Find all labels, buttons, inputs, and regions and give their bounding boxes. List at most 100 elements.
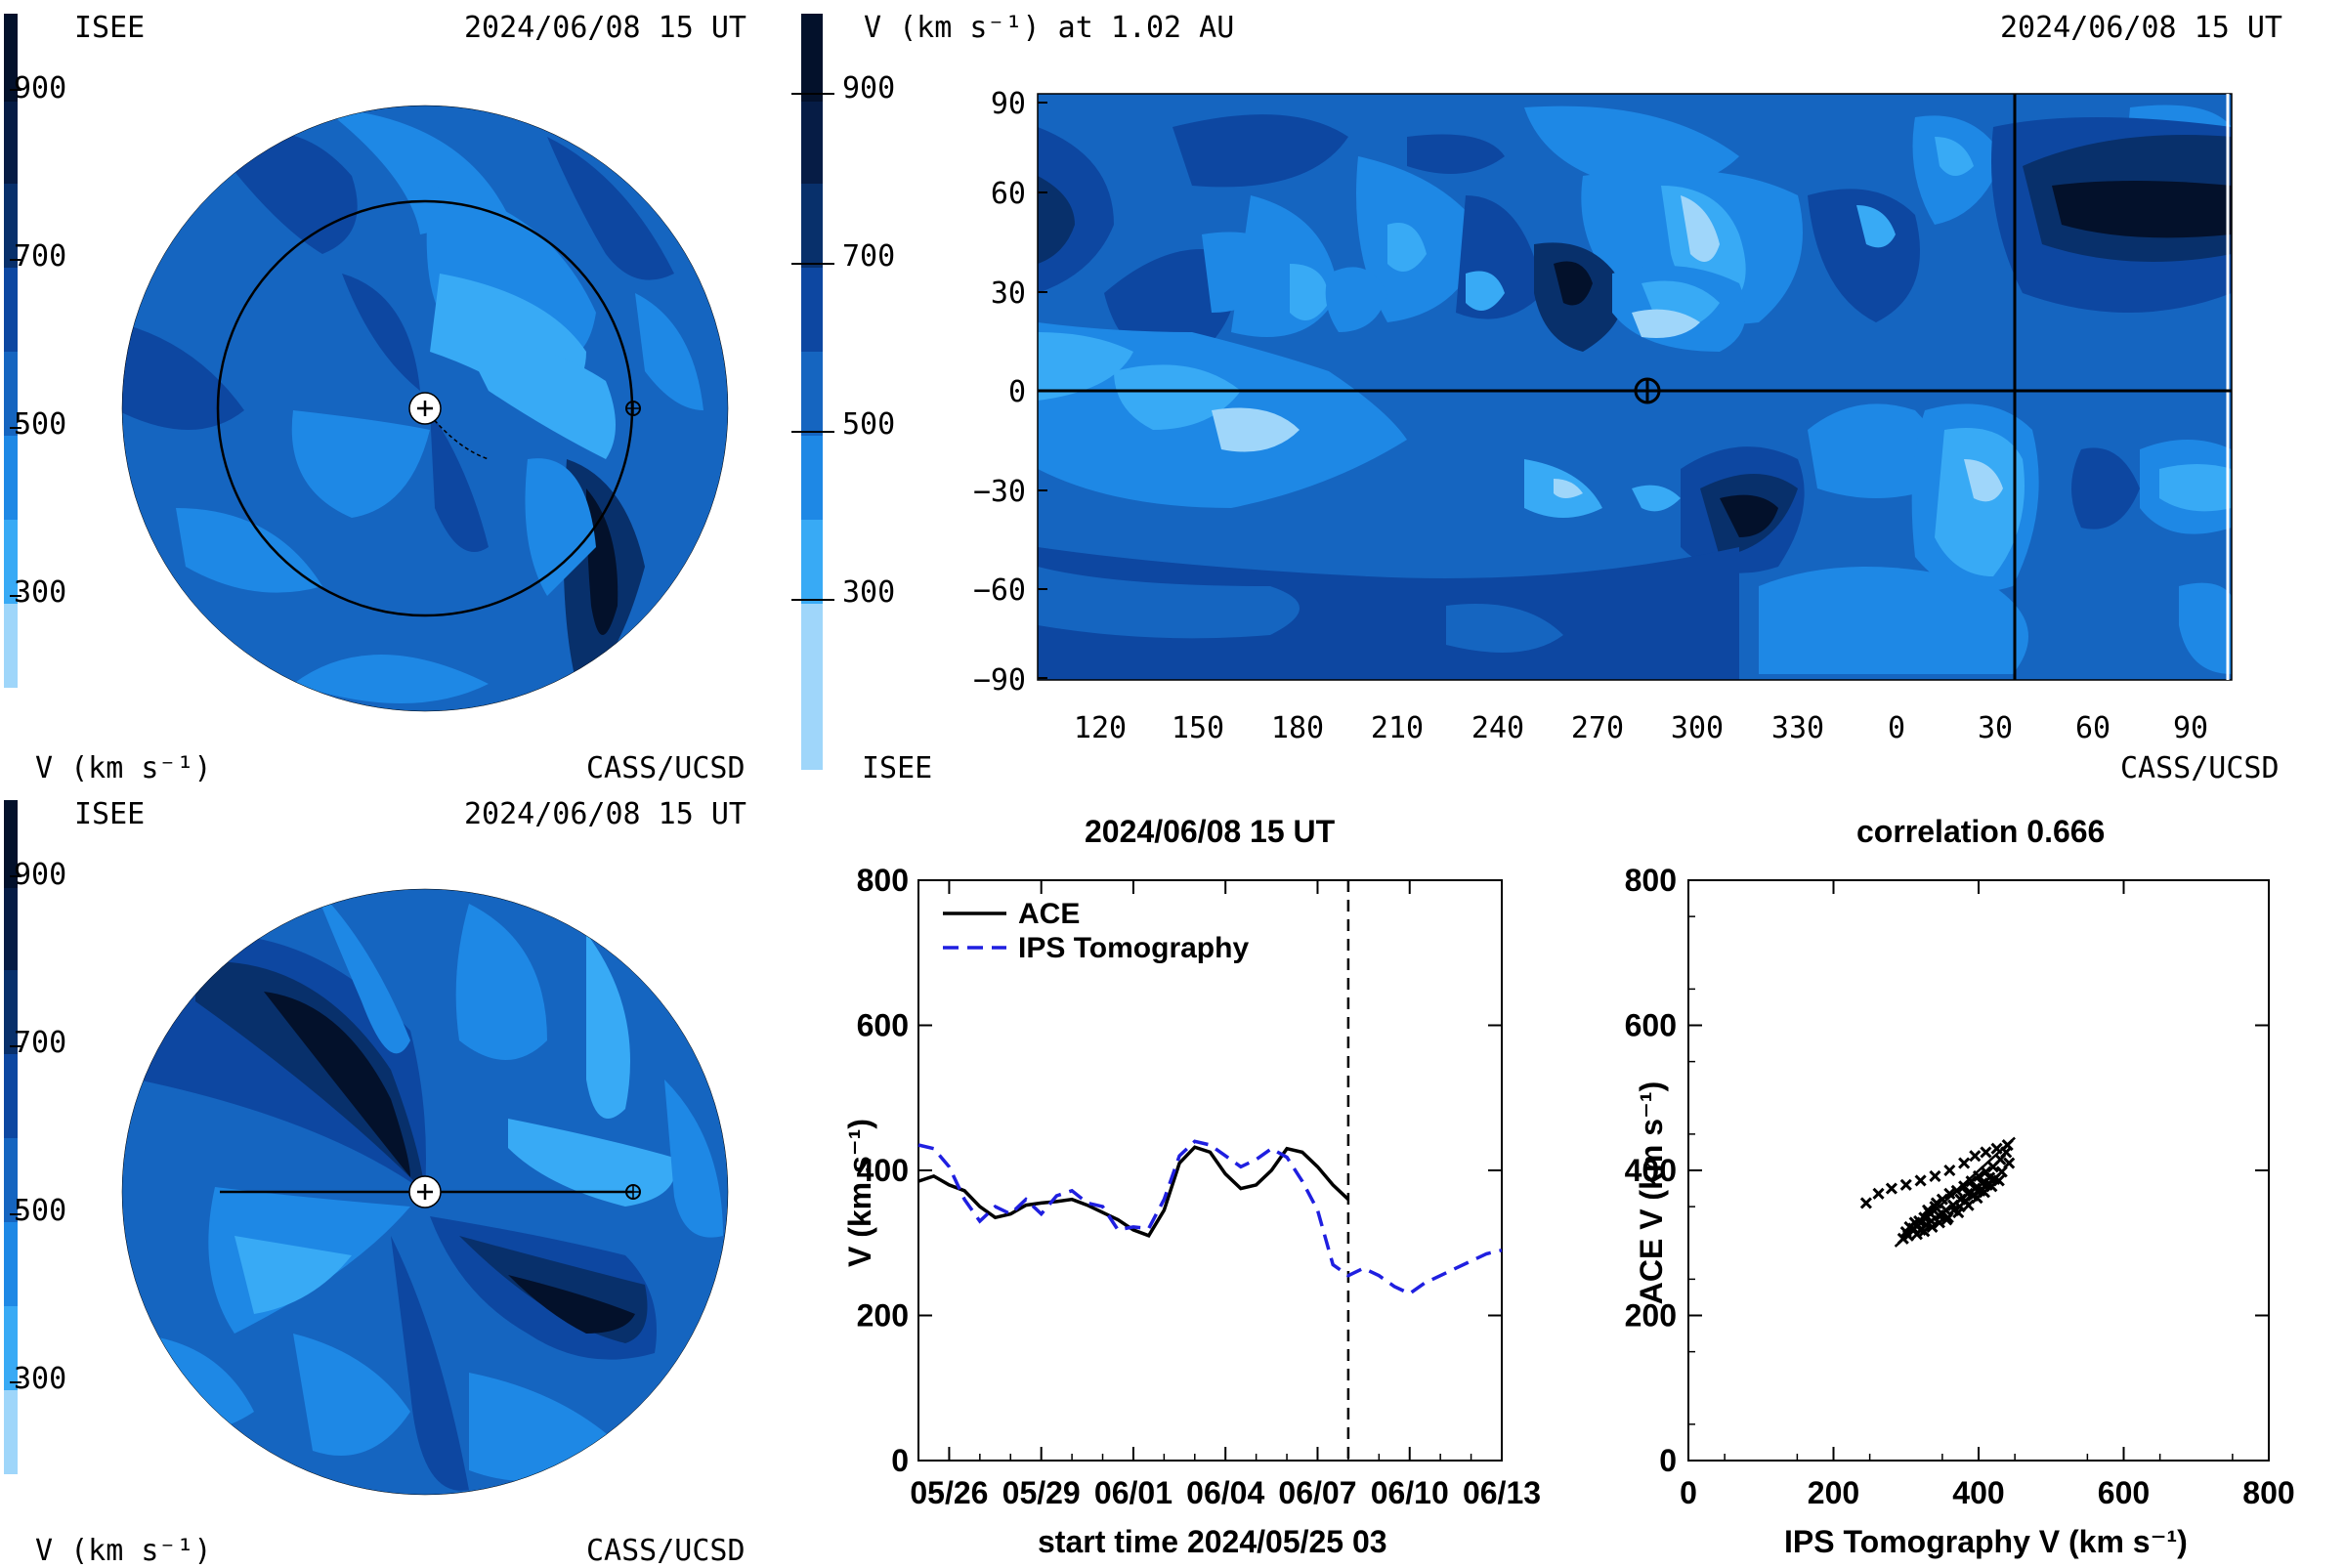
colorbar-tick-300: 300 — [14, 1362, 67, 1396]
timeseries-x-tick-label: 05/29 — [1002, 1475, 1081, 1510]
scatter-point-stroke-b — [1983, 1171, 1996, 1184]
scatter-point-stroke-b — [1926, 1220, 1939, 1233]
scatter-x-tick-label: 800 — [2242, 1475, 2294, 1510]
scatter-x-tick-label: 200 — [1808, 1475, 1859, 1510]
scatter-point-stroke-b — [1930, 1197, 1942, 1209]
top-left-polar-map — [121, 105, 729, 712]
scatter-point-stroke-b — [1918, 1225, 1931, 1238]
map-x-tick-60: 60 — [2075, 711, 2110, 745]
map-title: V (km s⁻¹) at 1.02 AU — [864, 11, 1235, 45]
timeseries-x-tick-label: 06/10 — [1371, 1475, 1449, 1510]
scatter-point — [1918, 1225, 1931, 1238]
top-left-polar-panel: 900 700 500 300 ISEE 2024/06/08 15 UT V … — [0, 0, 782, 785]
ips-series-line — [917, 1139, 1503, 1296]
map-date-label: 2024/06/08 15 UT — [2000, 11, 2282, 45]
scatter-point-stroke-b — [1943, 1187, 1956, 1200]
map-y-tick-minus90: −90 — [973, 663, 1026, 698]
map-y-tick-minus30: −30 — [973, 475, 1026, 509]
legend-label-0: ACE — [1018, 898, 1080, 930]
latlon-map: 90 60 30 0 −30 −60 −90 120 150 180 210 2… — [973, 87, 2233, 745]
scatter-xlabel: IPS Tomography V (km s⁻¹) — [1784, 1524, 2188, 1559]
scatter-point — [1926, 1220, 1939, 1233]
scatter-y-tick-label: 200 — [1625, 1298, 1677, 1334]
map-colorbar — [791, 14, 834, 770]
scatter-point-stroke-b — [1966, 1189, 1980, 1203]
timeseries-x-tick-label: 06/04 — [1186, 1475, 1264, 1510]
timeseries-y-tick-label: 800 — [857, 863, 909, 898]
timeseries-chart: 0 200 400 600 800 05/26 05/29 06/01 06/04 06/07 06… — [857, 863, 1541, 1510]
scatter-point — [1965, 1175, 1978, 1188]
map-x-tick-270: 270 — [1571, 711, 1624, 745]
timeseries-x-tick-label: 05/26 — [910, 1475, 988, 1510]
scatter-point-stroke-b — [1910, 1228, 1923, 1241]
scatter-point — [1943, 1164, 1956, 1177]
map-credit-label: CASS/UCSD — [2120, 751, 2280, 785]
scatter-point-stroke-b — [1936, 1208, 1948, 1220]
scatter-title: correlation 0.666 — [1856, 814, 2106, 849]
colorbar-tick-500: 500 — [14, 407, 67, 442]
map-y-tick-minus60: −60 — [973, 573, 1026, 608]
scatter-point — [1872, 1187, 1885, 1200]
timeseries-x-tick-label: 06/13 — [1463, 1475, 1541, 1510]
scatter-point — [1940, 1213, 1953, 1226]
legend-label-1: IPS Tomography — [1018, 932, 1249, 964]
scatter-point-stroke-b — [2003, 1157, 2016, 1169]
colorbar-tick-500: 500 — [14, 1194, 67, 1228]
map-colorbar-tick-300: 300 — [842, 575, 896, 610]
timeseries-y-tick-label: 0 — [891, 1443, 909, 1478]
scatter-point — [1969, 1150, 1982, 1163]
map-x-tick-0: 0 — [1888, 711, 1905, 745]
map-x-tick-120: 120 — [1074, 711, 1127, 745]
scatter-point-stroke-b — [1933, 1216, 1945, 1229]
isee-label: ISEE — [74, 11, 146, 45]
top-right-map-panel: 900 700 500 300 V (km s⁻¹) at 1.02 AU 20… — [782, 0, 2345, 786]
timeseries-y-tick-label: 600 — [857, 1008, 909, 1043]
scatter-x-tick-label: 0 — [1680, 1475, 1697, 1510]
timeseries-frame — [917, 879, 1503, 1462]
map-y-tick-0: 0 — [1008, 375, 1026, 409]
scatter-point — [1933, 1216, 1945, 1229]
map-x-tick-30: 30 — [1978, 711, 2013, 745]
map-x-tick-300: 300 — [1671, 711, 1724, 745]
scatter-point-stroke-b — [1952, 1207, 1965, 1219]
colorbar-unit-label: V (km s⁻¹) — [35, 1534, 212, 1568]
bottom-left-colorbar — [4, 800, 21, 1474]
scatter-point-stroke-b — [1885, 1182, 1897, 1195]
scatter-point-stroke-b — [1961, 1187, 1974, 1200]
scatter-point — [1859, 1197, 1872, 1209]
map-colorbar-tick-500: 500 — [842, 407, 896, 442]
scatter-y-tick-label: 600 — [1625, 1008, 1677, 1043]
colorbar-tick-900: 900 — [14, 71, 67, 106]
scatter-point-stroke-b — [1872, 1187, 1885, 1200]
timeseries-y-tick-label: 200 — [857, 1298, 909, 1334]
ace-series-line — [917, 1145, 1350, 1238]
map-x-tick-labels: 120 150 180 210 240 270 300 330 0 30 60 … — [1074, 711, 2208, 745]
scatter-y-tick-label: 0 — [1659, 1443, 1677, 1478]
map-x-tick-210: 210 — [1371, 711, 1424, 745]
timeseries-x-tick-label: 06/01 — [1094, 1475, 1172, 1510]
map-y-tick-30: 30 — [991, 276, 1026, 311]
map-y-tick-90: 90 — [991, 87, 1026, 121]
bottom-left-polar-panel: 900 700 500 300 ISEE 2024/06/08 15 UT V … — [0, 786, 782, 1568]
scatter-x-tick-label: 400 — [1952, 1475, 2004, 1510]
map-x-tick-240: 240 — [1471, 711, 1524, 745]
scatter-x-tick-label: 600 — [2098, 1475, 2150, 1510]
bottom-left-polar-map — [121, 888, 729, 1496]
scatter-point-stroke-b — [1972, 1169, 1985, 1183]
scatter-fit-line — [1894, 1136, 2016, 1248]
scatter-point-stroke-b — [1908, 1216, 1921, 1229]
scatter-point — [1943, 1187, 1956, 1200]
scatter-point-stroke-b — [1980, 1165, 1992, 1178]
map-x-tick-180: 180 — [1271, 711, 1324, 745]
scatter-point — [1899, 1178, 1912, 1191]
map-y-ticks — [1038, 102, 1047, 679]
scatter-point-stroke-b — [1990, 1142, 2003, 1155]
credit-label: CASS/UCSD — [586, 751, 746, 785]
scatter-panel: correlation 0.666 IPS Tomography V (km s… — [1563, 786, 2345, 1563]
scatter-point-stroke-b — [1958, 1157, 1971, 1169]
map-y-tick-60: 60 — [991, 177, 1026, 211]
colorbar-tick-900: 900 — [14, 858, 67, 892]
scatter-y-tick-label: 400 — [1625, 1153, 1677, 1188]
colorbar-tick-700: 700 — [14, 1026, 67, 1060]
map-x-tick-90: 90 — [2173, 711, 2208, 745]
